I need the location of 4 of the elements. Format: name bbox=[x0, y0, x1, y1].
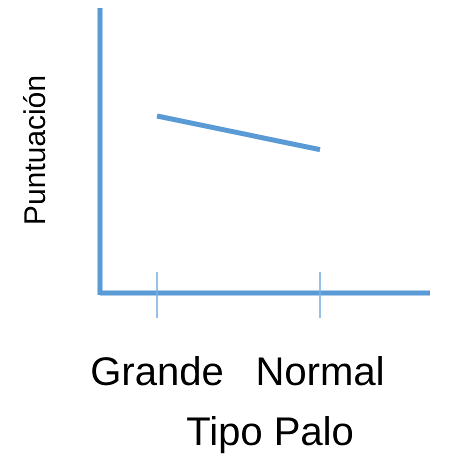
x-axis-title: Tipo Palo bbox=[186, 410, 354, 454]
x-tick-label: Grande bbox=[90, 350, 224, 394]
y-axis-title: Puntuación bbox=[19, 74, 52, 226]
x-tick-label: Normal bbox=[256, 350, 384, 394]
